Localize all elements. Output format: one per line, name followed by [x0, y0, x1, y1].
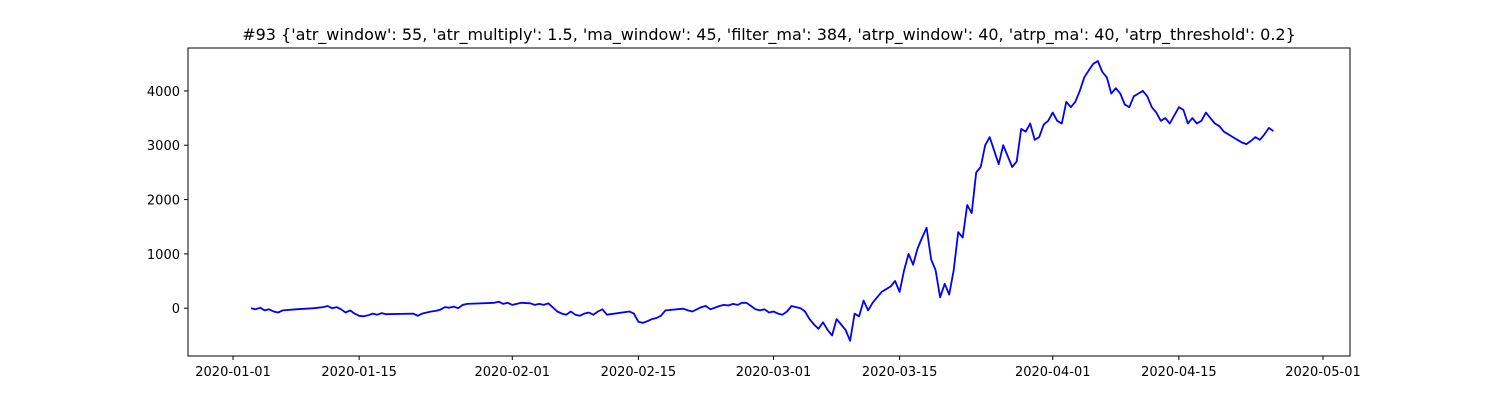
axes-frame [187, 47, 1351, 357]
chart-title: #93 {'atr_window': 55, 'atr_multiply': 1… [242, 25, 1296, 45]
x-tick-label: 2020-02-15 [601, 365, 677, 380]
x-tick-label: 2020-05-01 [1285, 365, 1361, 380]
x-tick-label: 2020-02-01 [474, 365, 550, 380]
series-line-equity [250, 60, 1274, 342]
plot-area: 2020-01-01 2020-01-15 2020-02-01 2020-02-15… [147, 47, 1361, 380]
x-tick-label: 2020-03-15 [862, 365, 938, 380]
y-tick-label: 1000 [147, 248, 180, 263]
y-tick-label: 0 [172, 302, 180, 317]
y-tick-label: 4000 [147, 85, 180, 100]
x-tick-label: 2020-04-15 [1141, 365, 1217, 380]
x-tick-label: 2020-01-15 [321, 365, 397, 380]
x-tick-label: 2020-01-01 [195, 365, 271, 380]
x-tick-label: 2020-03-01 [736, 365, 812, 380]
x-tick-label: 2020-04-01 [1015, 365, 1091, 380]
y-tick-label: 3000 [147, 139, 180, 154]
y-tick-label: 2000 [147, 194, 180, 209]
